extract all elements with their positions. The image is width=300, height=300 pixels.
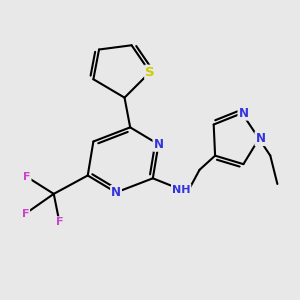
Text: F: F <box>22 209 29 219</box>
Text: N: N <box>111 186 121 199</box>
Text: N: N <box>154 138 164 151</box>
Text: N: N <box>255 132 266 145</box>
Text: F: F <box>56 217 63 227</box>
Text: S: S <box>145 66 155 79</box>
Text: NH: NH <box>172 184 190 195</box>
Text: N: N <box>238 107 248 120</box>
Text: F: F <box>23 172 31 182</box>
